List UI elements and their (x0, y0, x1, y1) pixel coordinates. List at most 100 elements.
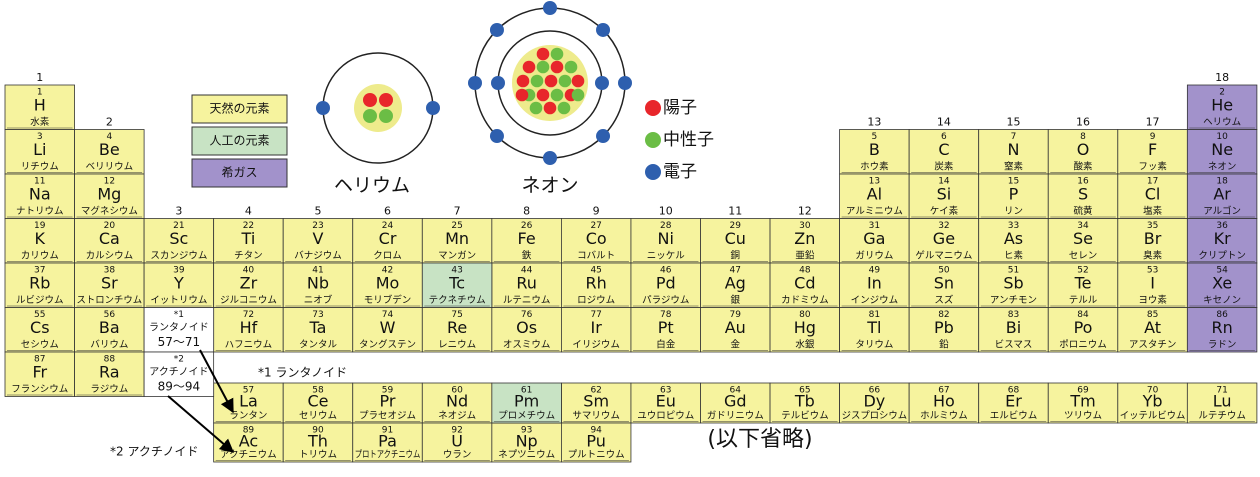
atomic-number: 64 (730, 386, 742, 396)
element-name: 白金 (656, 339, 676, 351)
atomic-number: 39 (173, 266, 185, 276)
element-symbol: Pb (934, 318, 954, 337)
atomic-number: 14 (938, 177, 950, 187)
element-name: サマリウム (572, 411, 620, 422)
element-cell (282, 307, 354, 353)
nucleon (515, 88, 529, 102)
element-symbol: Te (1074, 274, 1092, 293)
element-name: イッテルビウム (1120, 411, 1186, 422)
element-name: プロトアクチニウム (355, 450, 421, 461)
atomic-number: 5 (872, 132, 878, 142)
element-name: ジルコニウム (220, 295, 277, 306)
element-cell (908, 173, 980, 219)
electron (596, 129, 611, 144)
element-cell (352, 307, 423, 353)
nucleon (550, 88, 564, 102)
element-name: フランシウム (11, 384, 68, 395)
atomic-number: 21 (173, 221, 184, 231)
atomic-number: 3 (37, 132, 43, 142)
element-symbol: Rb (29, 274, 50, 293)
element-symbol: Ni (658, 229, 674, 248)
element-name: アクチニウム (220, 450, 277, 461)
atomic-number: 22 (243, 221, 254, 231)
element-symbol: Lu (1213, 392, 1232, 411)
element-symbol: Mo (376, 274, 400, 293)
electron (618, 76, 632, 90)
element-name: セリウム (299, 411, 337, 422)
element-symbol: Hg (794, 318, 816, 337)
legend-label: 人工の元素 (209, 134, 269, 148)
element-symbol: Cl (1145, 185, 1161, 204)
element-name: ルテニウム (503, 295, 551, 306)
atomic-number: 60 (451, 386, 463, 396)
element-symbol: Ho (933, 392, 955, 411)
element-symbol: Be (99, 140, 120, 159)
nucleon (379, 93, 393, 107)
element-cell (1047, 262, 1119, 308)
element-cell (1117, 382, 1188, 424)
atomic-number: 9 (1150, 132, 1156, 142)
element-symbol: Ra (99, 363, 120, 382)
element-name: ケイ素 (930, 205, 959, 217)
atomic-number: 4 (106, 132, 112, 142)
element-cell (213, 262, 284, 308)
element-name: 塩素 (1143, 205, 1163, 217)
element-name: ビスマス (995, 340, 1033, 351)
element-symbol: Sr (101, 274, 118, 293)
element-cell (74, 351, 145, 397)
series-mark: *2 (174, 355, 184, 365)
element-name: 銀 (731, 294, 741, 306)
element-name: アルゴン (1203, 205, 1241, 217)
element-symbol: S (1078, 185, 1088, 204)
element-symbol: H (34, 96, 46, 115)
group-number: 2 (106, 116, 113, 129)
element-cell (769, 307, 840, 353)
element-symbol: Br (1144, 229, 1162, 248)
element-symbol: C (938, 140, 949, 159)
group-number: 3 (175, 205, 182, 218)
atomic-number: 85 (1147, 310, 1158, 320)
atomic-number: 26 (521, 221, 533, 231)
atomic-number: 50 (938, 266, 950, 276)
element-cell (1186, 382, 1258, 424)
element-name: ルビジウム (16, 295, 64, 306)
element-name: ジスプロシウム (842, 411, 908, 422)
element-name: ニオブ (304, 294, 333, 306)
atomic-number: 54 (1216, 266, 1228, 276)
element-symbol: Ir (591, 318, 603, 337)
group-number: 5 (314, 205, 321, 218)
element-name: イットリウム (150, 295, 207, 306)
element-cell (630, 307, 701, 353)
nucleon (564, 60, 578, 74)
element-symbol: Y (173, 274, 184, 293)
element-name: 臭素 (1143, 250, 1163, 262)
element-cell (421, 307, 493, 353)
element-name: ナトリウム (16, 206, 64, 217)
atomic-number: 16 (1077, 177, 1089, 187)
electron (489, 129, 504, 144)
atomic-number: 65 (799, 386, 810, 396)
element-symbol: He (1211, 96, 1233, 115)
element-cell (421, 262, 493, 308)
electron (595, 76, 609, 90)
element-symbol: Co (586, 229, 607, 248)
nucleon (557, 101, 571, 115)
series-range: 89〜94 (158, 380, 201, 394)
element-name: 硫黄 (1074, 205, 1093, 217)
atomic-number: 25 (451, 221, 462, 231)
atomic-number: 63 (660, 386, 671, 396)
element-cell (978, 307, 1049, 353)
element-name: テルル (1069, 295, 1098, 306)
element-symbol: Pr (380, 392, 396, 411)
nucleon (363, 109, 377, 123)
element-name: タンタル (299, 340, 338, 351)
atomic-number: 75 (451, 310, 462, 320)
atomic-number: 59 (382, 386, 394, 396)
element-name: ネプツニウム (498, 450, 555, 461)
element-cell (908, 129, 980, 175)
atomic-number: 94 (590, 426, 602, 436)
nucleon (363, 93, 377, 107)
atomic-number: 40 (243, 266, 255, 276)
element-name: カリウム (21, 251, 59, 262)
